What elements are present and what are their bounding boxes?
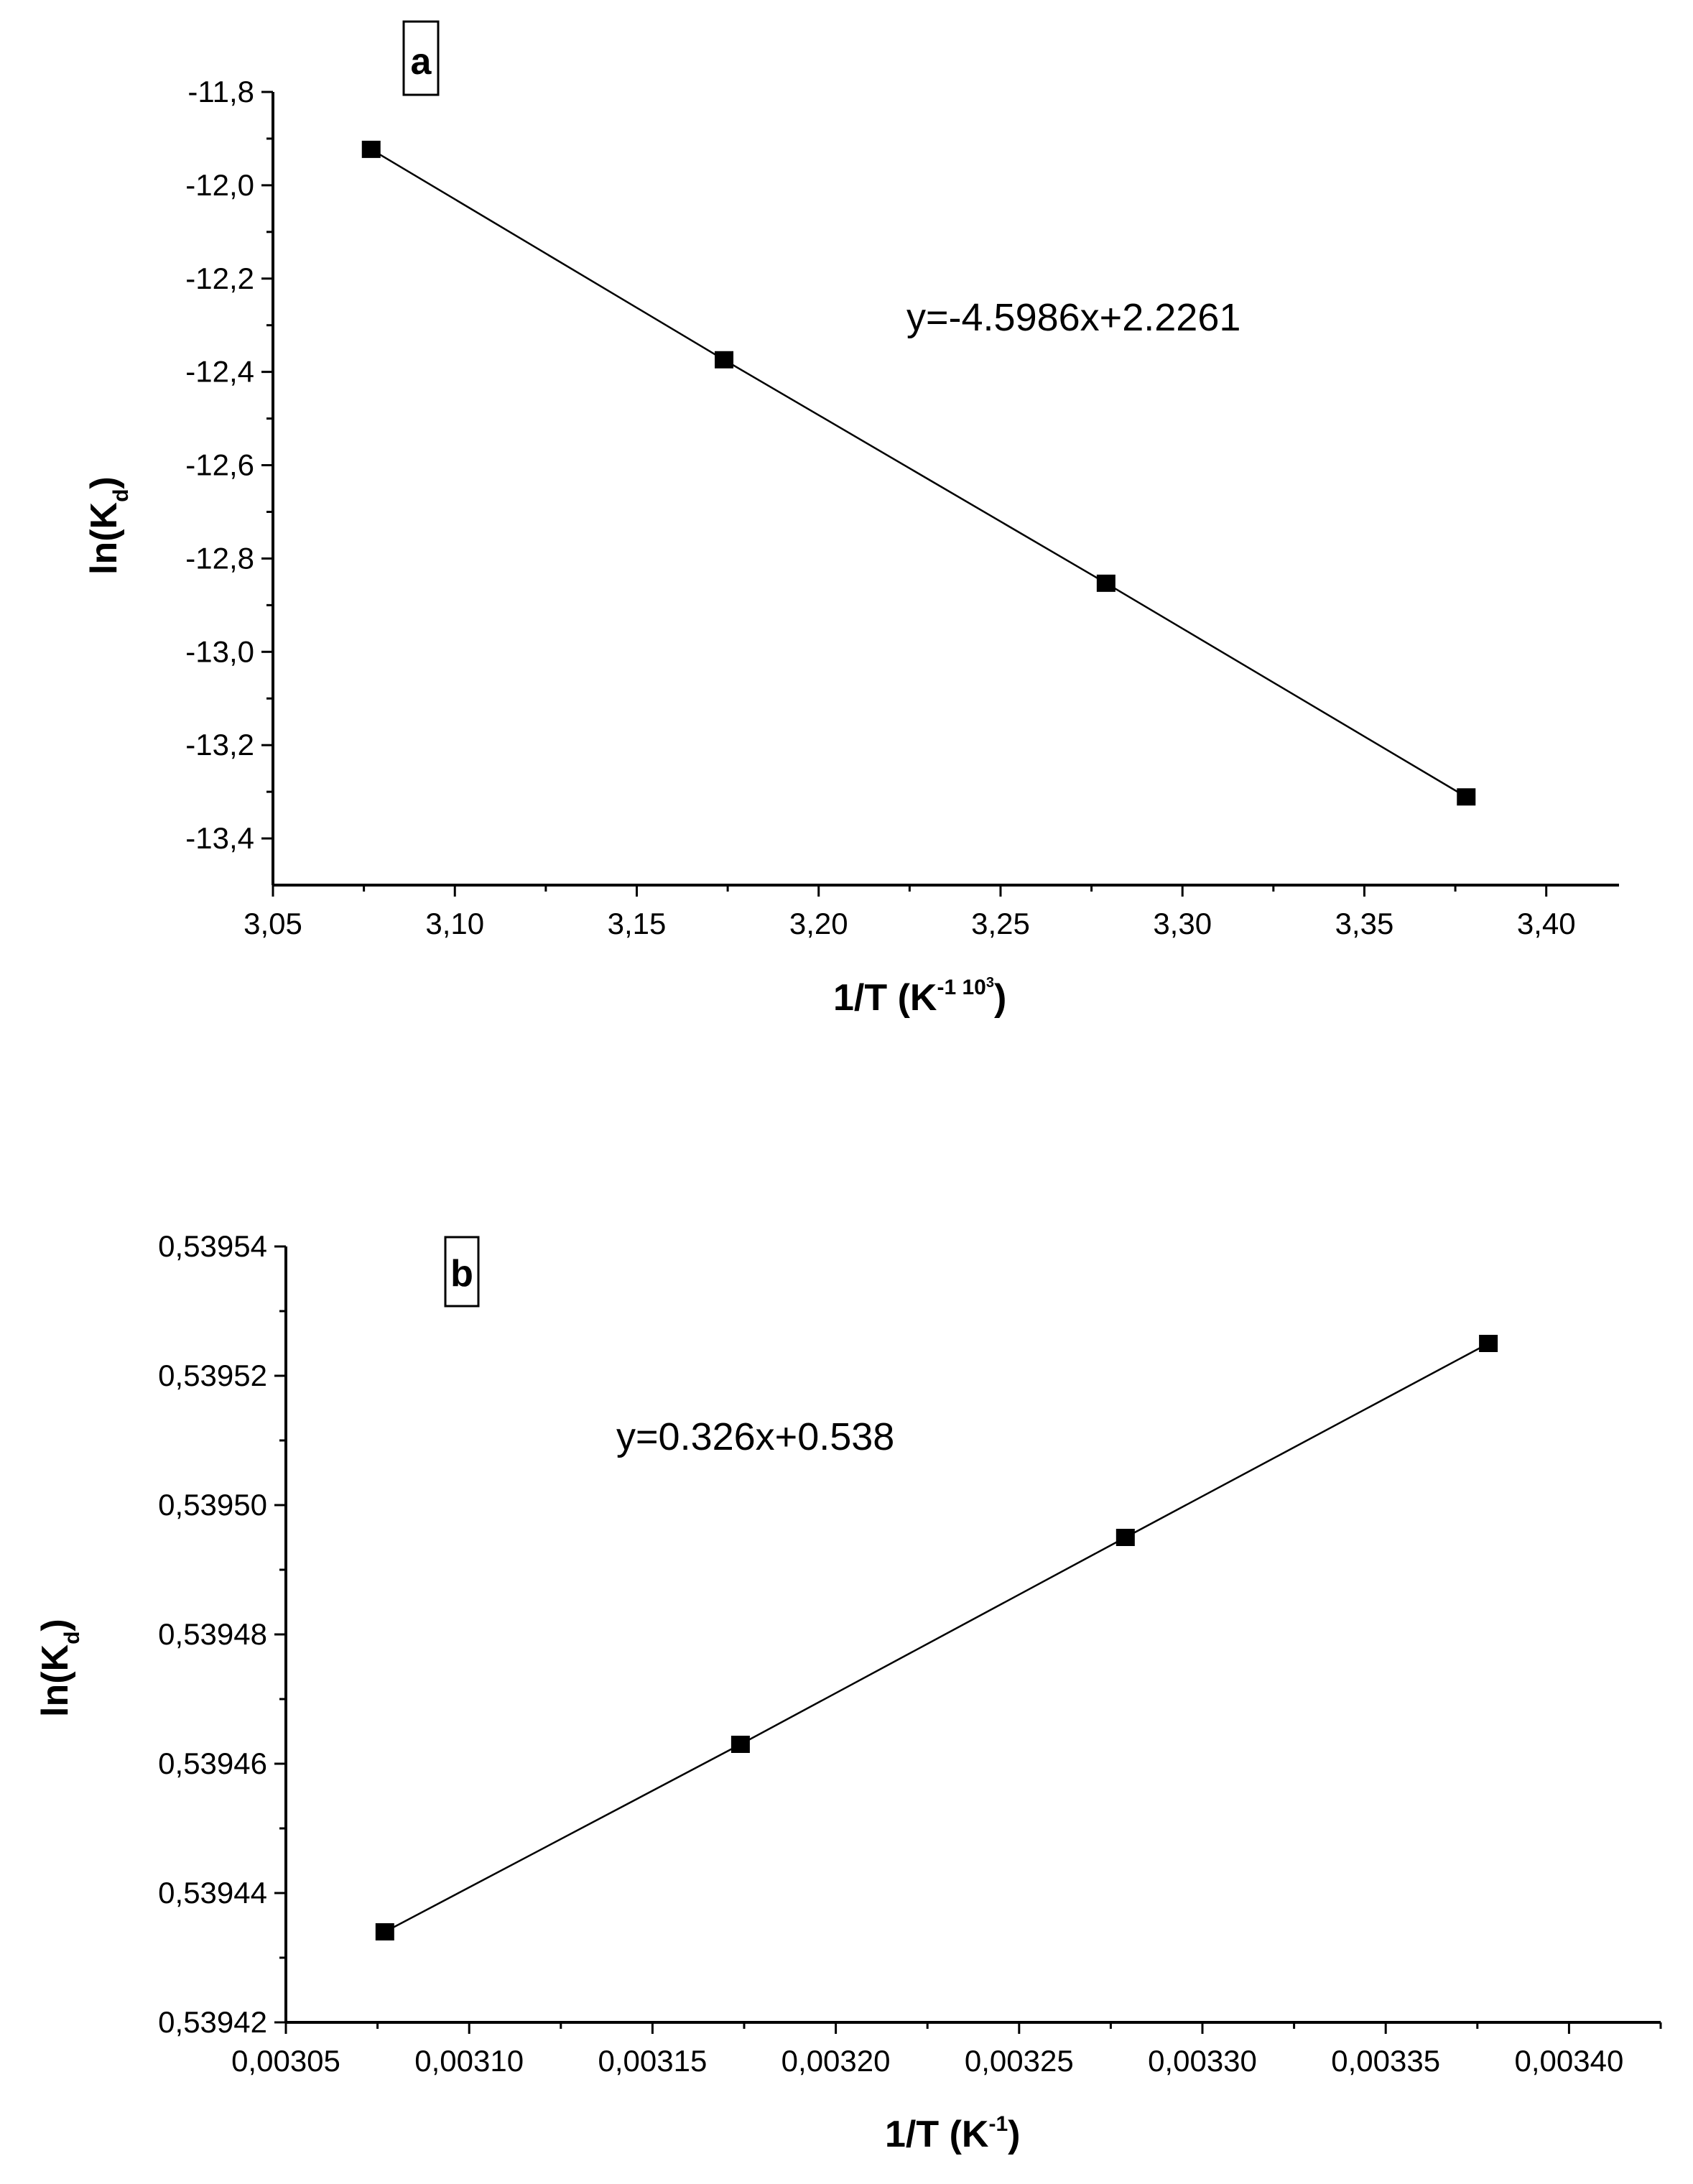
chart-panel-b: b 0,539420,539440,539460,539480,539500,5… (34, 1229, 1662, 2155)
y-axis-title: ln(Kd) (83, 476, 133, 575)
series-polyline (384, 1342, 1489, 1933)
x-axis-title-main: 1/T (K (833, 977, 937, 1019)
x-tick-label: 3,05 (243, 907, 302, 940)
x-tick-label: 0,00340 (1514, 2044, 1623, 2078)
panel-label: b (450, 1253, 473, 1295)
y-axis-title-main: ln(K (83, 501, 125, 575)
y-tick-label: 0,53942 (158, 2005, 267, 2039)
x-axis-title-end: ) (994, 977, 1006, 1019)
x-axis-title-sup2: 3 (986, 975, 994, 991)
panel-label-box (444, 1236, 480, 1308)
y-tick-label: -12,6 (185, 448, 254, 482)
x-axis-title: 1/T (K-1 103) (833, 975, 1006, 1019)
data-point-marker (1115, 1529, 1135, 1546)
x-axis-title-sup: -1 10 (937, 976, 985, 999)
x-tick-label: 3,40 (1517, 907, 1576, 940)
y-tick-label: -12,2 (185, 262, 254, 295)
x-tick-label: 0,00320 (781, 2044, 891, 2078)
x-axis-title-sup: -1 (988, 2112, 1008, 2136)
series-line (384, 1342, 1489, 1933)
x-ticks: 3,05 3,10 3,15 3,20 3,25 3,30 3,35 3,40 (243, 885, 1576, 940)
x-tick-label: 3,35 (1335, 907, 1394, 940)
series-markers (375, 1335, 1498, 1940)
data-point-marker (375, 1923, 394, 1940)
y-tick-label: 0,53952 (158, 1359, 267, 1392)
x-tick-label: 0,00335 (1331, 2044, 1440, 2078)
data-point-marker (1457, 788, 1476, 806)
y-tick-label: 0,53946 (158, 1746, 267, 1780)
chart-panel-a: a -11,8 -12,0 -12,2 -12,4 -12,6 -12,8 -13,0 -13… (83, 20, 1619, 1019)
equation-label: y=0.326x+0.538 (616, 1415, 894, 1458)
x-tick-label: 0,00315 (598, 2044, 707, 2078)
y-axis-title: ln(Kd) (34, 1619, 84, 1717)
y-tick-label: -12,4 (185, 355, 254, 389)
y-tick-label: -12,0 (185, 168, 254, 202)
data-point-marker (1096, 574, 1115, 592)
data-point-marker (361, 140, 381, 158)
x-tick-label: 0,00305 (231, 2044, 340, 2078)
x-tick-label: 0,00310 (414, 2044, 524, 2078)
y-tick-label: 0,53944 (158, 1876, 267, 1910)
x-tick-label: 3,15 (608, 907, 667, 940)
y-tick-label: 0,53954 (158, 1229, 267, 1263)
y-ticks: 0,53942 0,53944 0,53946 0,53948 0,53950 0,539… (158, 1229, 286, 2039)
y-axis-title-sub: d (60, 1632, 84, 1644)
data-point-marker (715, 351, 734, 369)
x-tick-label: 3,30 (1153, 907, 1212, 940)
y-axis-title-main: ln(K (34, 1644, 76, 1717)
x-ticks: 0,00305 0,00310 0,00315 0,00320 0,00325 0,003… (231, 2022, 1662, 2078)
x-tick-label: 3,20 (789, 907, 848, 940)
x-axis-title-end: ) (1008, 2114, 1020, 2155)
y-axis-title-sub: d (109, 489, 133, 502)
panel-label-box (402, 20, 440, 96)
y-tick-label: -13,2 (185, 728, 254, 762)
x-axis-title: 1/T (K-1) (885, 2112, 1020, 2155)
x-tick-label: 0,00325 (965, 2044, 1074, 2078)
y-axis-title-end: ) (34, 1619, 76, 1631)
series-markers (361, 140, 1476, 806)
y-tick-label: 0,53950 (158, 1488, 267, 1522)
y-tick-label: -13,4 (185, 821, 254, 855)
equation-label: y=-4.5986x+2.2261 (906, 296, 1240, 339)
y-tick-label: 0,53948 (158, 1617, 267, 1651)
y-ticks: -11,8 -12,0 -12,2 -12,4 -12,6 -12,8 -13,0 -13,2… (185, 75, 273, 855)
x-tick-label: 3,10 (425, 907, 484, 940)
x-axis-title-main: 1/T (K (885, 2114, 989, 2155)
series-polyline (371, 148, 1467, 798)
data-point-marker (730, 1736, 750, 1753)
data-point-marker (1479, 1335, 1498, 1352)
y-tick-label: -11,8 (187, 75, 254, 108)
x-tick-label: 3,25 (971, 907, 1030, 940)
y-tick-label: -13,0 (185, 634, 254, 668)
panel-label: a (411, 41, 432, 83)
y-axis-title-end: ) (83, 476, 125, 489)
x-tick-label: 0,00330 (1148, 2044, 1257, 2078)
series-line (371, 148, 1467, 798)
y-tick-label: -12,8 (185, 541, 254, 575)
